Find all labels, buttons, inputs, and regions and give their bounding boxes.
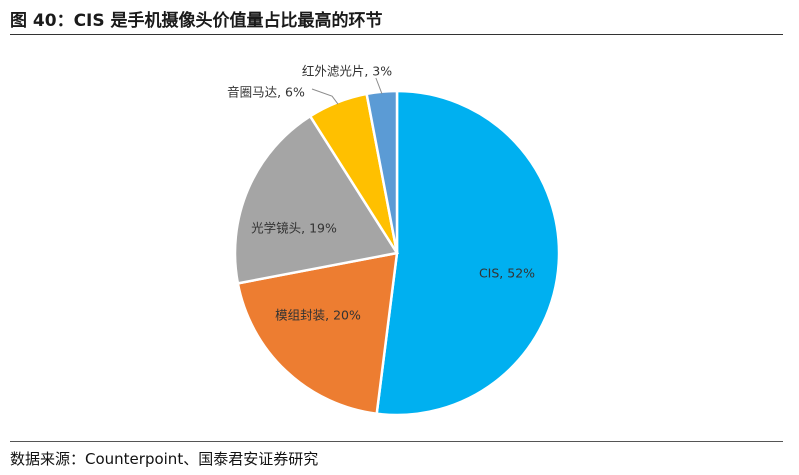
title-rule [10,34,783,35]
pie-slice-3 [233,114,400,285]
slice-label-4: 音圈马达, 6% [227,85,305,100]
slice-label-3: 光学镜头, 19% [251,221,337,236]
source-rule [10,441,783,442]
figure-title: 图 40：CIS 是手机摄像头价值量占比最高的环节 [10,11,383,31]
slice-label-1: CIS, 52% [479,266,535,281]
pie-slice-2 [236,251,399,416]
pie-slice-1 [375,89,561,417]
source-note: 数据来源：Counterpoint、国泰君安证券研究 [10,450,319,468]
leader-line-5 [375,77,383,94]
slice-labels: CIS, 52% 模组封装, 20% 光学镜头, 19% 音圈马达, 6% 红外滤光片,… [227,64,535,323]
pie-slice-5 [365,89,399,254]
slice-label-5: 红外滤光片, 3% [302,64,392,79]
leader-lines [311,77,383,105]
leader-line-4 [311,88,339,105]
pie-slices [233,89,561,417]
slice-label-2: 模组封装, 20% [275,308,361,323]
